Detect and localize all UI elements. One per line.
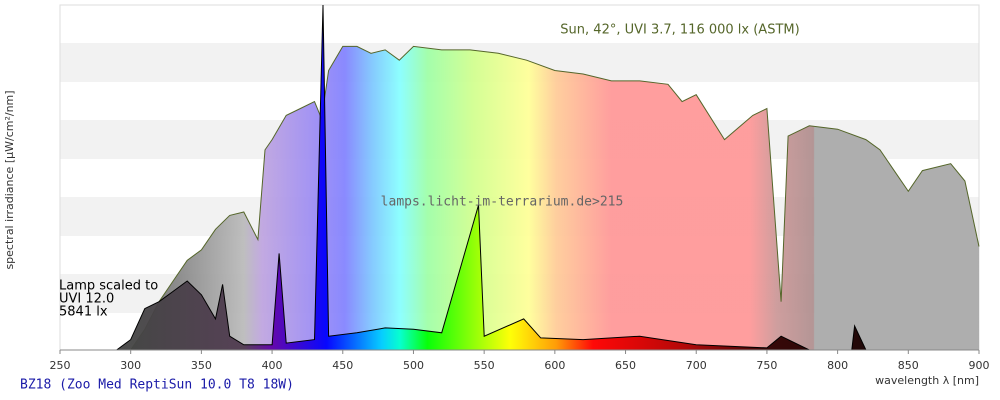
area-fill [130, 46, 979, 351]
chart-title: Sun, 42°, UVI 3.7, 116 000 lx (ASTM) [560, 23, 799, 38]
x-axis-label: wavelength λ [nm] [875, 374, 979, 387]
y-axis-label: spectral irradiance [µW/cm²/nm] [3, 90, 16, 269]
series-line [130, 45, 980, 351]
x-tick-label: 400 [262, 359, 283, 372]
watermark: lamps.licht-im-terrarium.de>215 [381, 195, 624, 210]
footer: BZ18 (Zoo Med ReptiSun 10.0 T8 18W) [20, 378, 294, 393]
x-tick-label: 650 [615, 359, 636, 372]
annotation: UVI 12.0 [59, 292, 114, 307]
x-tick-label: 850 [898, 359, 919, 372]
annotation: Lamp scaled to [59, 279, 158, 294]
plot [116, 4, 980, 351]
x-tick-label: 800 [827, 359, 848, 372]
x-tick-label: 900 [969, 359, 990, 372]
x-tick-label: 500 [403, 359, 424, 372]
x-tick-label: 250 [50, 359, 71, 372]
x-tick-label: 550 [474, 359, 495, 372]
x-tick-label: 300 [120, 359, 141, 372]
x-tick-label: 750 [756, 359, 777, 372]
x-tick-label: 600 [544, 359, 565, 372]
annotation: 5841 lx [59, 305, 108, 320]
x-tick-label: 700 [686, 359, 707, 372]
x-tick-label: 350 [191, 359, 212, 372]
area-fill [116, 5, 980, 350]
series-line [116, 4, 979, 351]
x-tick-label: 450 [332, 359, 353, 372]
